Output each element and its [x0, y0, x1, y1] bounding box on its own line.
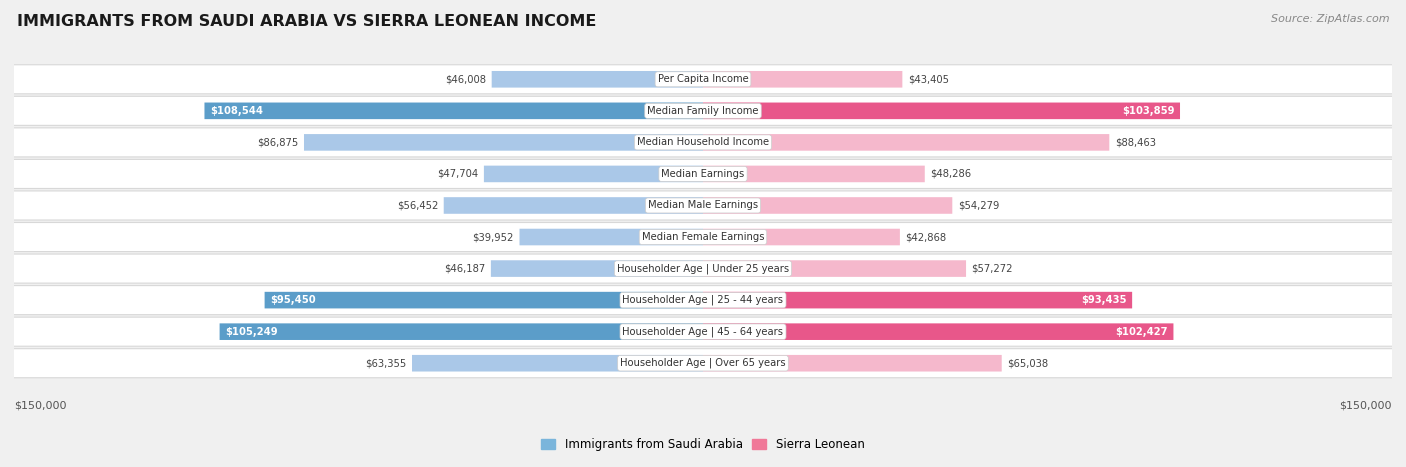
Text: $102,427: $102,427	[1115, 327, 1168, 337]
Text: Householder Age | 45 - 64 years: Householder Age | 45 - 64 years	[623, 326, 783, 337]
Text: Per Capita Income: Per Capita Income	[658, 74, 748, 84]
FancyBboxPatch shape	[11, 349, 1395, 378]
Text: $42,868: $42,868	[905, 232, 946, 242]
FancyBboxPatch shape	[519, 229, 703, 245]
Text: $108,544: $108,544	[209, 106, 263, 116]
FancyBboxPatch shape	[304, 134, 703, 151]
FancyBboxPatch shape	[703, 103, 1180, 119]
Text: $57,272: $57,272	[972, 263, 1014, 274]
Text: $95,450: $95,450	[270, 295, 316, 305]
FancyBboxPatch shape	[703, 134, 1109, 151]
Text: $103,859: $103,859	[1122, 106, 1174, 116]
Text: $56,452: $56,452	[396, 200, 439, 211]
FancyBboxPatch shape	[703, 292, 1132, 308]
FancyBboxPatch shape	[11, 96, 1395, 125]
FancyBboxPatch shape	[703, 260, 966, 277]
FancyBboxPatch shape	[219, 323, 703, 340]
FancyBboxPatch shape	[444, 197, 703, 214]
Text: $46,187: $46,187	[444, 263, 485, 274]
FancyBboxPatch shape	[264, 292, 703, 308]
Text: $86,875: $86,875	[257, 137, 298, 148]
FancyBboxPatch shape	[703, 323, 1174, 340]
FancyBboxPatch shape	[412, 355, 703, 372]
FancyBboxPatch shape	[11, 254, 1395, 283]
Text: $150,000: $150,000	[1340, 401, 1392, 411]
Text: $88,463: $88,463	[1115, 137, 1156, 148]
Text: Householder Age | 25 - 44 years: Householder Age | 25 - 44 years	[623, 295, 783, 305]
FancyBboxPatch shape	[703, 355, 1001, 372]
FancyBboxPatch shape	[492, 71, 703, 88]
Text: $63,355: $63,355	[366, 358, 406, 368]
Text: $39,952: $39,952	[472, 232, 515, 242]
Text: $93,435: $93,435	[1081, 295, 1126, 305]
FancyBboxPatch shape	[703, 166, 925, 182]
Text: Median Family Income: Median Family Income	[647, 106, 759, 116]
Text: $65,038: $65,038	[1007, 358, 1049, 368]
Text: Householder Age | Over 65 years: Householder Age | Over 65 years	[620, 358, 786, 368]
Text: Median Household Income: Median Household Income	[637, 137, 769, 148]
Text: $46,008: $46,008	[446, 74, 486, 84]
FancyBboxPatch shape	[703, 197, 952, 214]
FancyBboxPatch shape	[703, 71, 903, 88]
Legend: Immigrants from Saudi Arabia, Sierra Leonean: Immigrants from Saudi Arabia, Sierra Leo…	[541, 438, 865, 451]
Text: Median Female Earnings: Median Female Earnings	[641, 232, 765, 242]
FancyBboxPatch shape	[11, 222, 1395, 252]
Text: Median Earnings: Median Earnings	[661, 169, 745, 179]
Text: $47,704: $47,704	[437, 169, 478, 179]
Text: $43,405: $43,405	[908, 74, 949, 84]
Text: $54,279: $54,279	[957, 200, 1000, 211]
Text: Householder Age | Under 25 years: Householder Age | Under 25 years	[617, 263, 789, 274]
Text: $105,249: $105,249	[225, 327, 278, 337]
FancyBboxPatch shape	[204, 103, 703, 119]
Text: $150,000: $150,000	[14, 401, 66, 411]
FancyBboxPatch shape	[11, 286, 1395, 315]
Text: IMMIGRANTS FROM SAUDI ARABIA VS SIERRA LEONEAN INCOME: IMMIGRANTS FROM SAUDI ARABIA VS SIERRA L…	[17, 14, 596, 29]
Text: Source: ZipAtlas.com: Source: ZipAtlas.com	[1271, 14, 1389, 24]
Text: Median Male Earnings: Median Male Earnings	[648, 200, 758, 211]
FancyBboxPatch shape	[11, 65, 1395, 94]
FancyBboxPatch shape	[11, 159, 1395, 189]
FancyBboxPatch shape	[11, 128, 1395, 157]
FancyBboxPatch shape	[484, 166, 703, 182]
FancyBboxPatch shape	[11, 191, 1395, 220]
FancyBboxPatch shape	[703, 229, 900, 245]
FancyBboxPatch shape	[11, 317, 1395, 346]
FancyBboxPatch shape	[491, 260, 703, 277]
Text: $48,286: $48,286	[931, 169, 972, 179]
